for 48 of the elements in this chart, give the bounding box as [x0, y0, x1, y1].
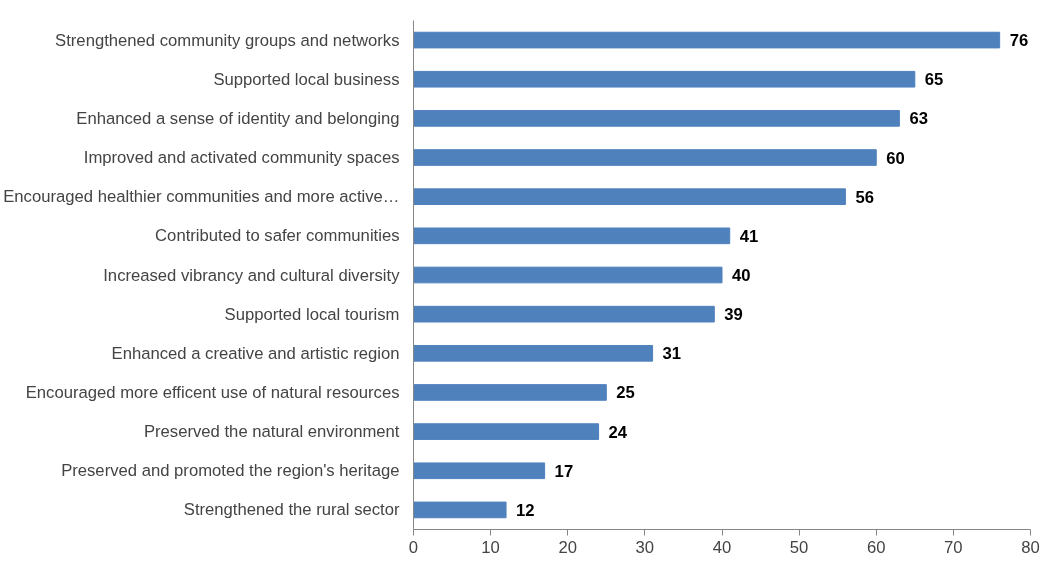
- bar: [413, 305, 715, 323]
- x-tick-label: 20: [558, 537, 578, 557]
- data-label: 63: [909, 109, 928, 129]
- x-tick-label: 60: [866, 537, 886, 557]
- x-tick-label: 50: [789, 537, 809, 557]
- x-tick-label: 10: [481, 537, 500, 557]
- y-tick-label: Supported local business: [213, 69, 400, 89]
- bar: [413, 462, 546, 480]
- bar: [413, 188, 846, 206]
- y-tick-label: Preserved and promoted the region's heritage: [61, 461, 400, 481]
- data-label: 65: [924, 70, 944, 90]
- x-tick-label: 30: [635, 537, 655, 557]
- y-tick-label: Increased vibrancy and cultural diversity: [103, 265, 401, 285]
- y-tick-label: Contributed to safer communities: [155, 226, 400, 246]
- data-label: 12: [516, 500, 535, 520]
- y-tick-label: Enhanced a sense of identity and belonging: [76, 108, 400, 128]
- x-tick-label: 0: [408, 537, 419, 557]
- y-tick-label: Supported local tourism: [224, 304, 400, 324]
- y-tick-label: Strengthened the rural sector: [183, 500, 400, 520]
- bar: [413, 344, 654, 362]
- y-tick-label: Strengthened community groups and networks: [55, 30, 400, 50]
- x-tick-label: 80: [1021, 537, 1040, 557]
- data-label: 40: [732, 266, 751, 285]
- y-tick-label: Encouraged healthier communities and more active…: [3, 187, 400, 207]
- bar: [413, 501, 507, 519]
- bar: [413, 423, 600, 440]
- bar: [413, 31, 1001, 49]
- y-tick-label: Encouraged more efficent use of natural resources: [25, 382, 400, 402]
- data-label: 41: [739, 226, 759, 246]
- data-label: 31: [662, 344, 682, 364]
- data-label: 60: [886, 148, 905, 168]
- x-tick-label: 40: [712, 537, 732, 557]
- y-tick-label: Improved and activated community spaces: [83, 148, 400, 168]
- data-label: 24: [608, 422, 628, 442]
- x-tick-label: 70: [944, 537, 963, 557]
- bar: [413, 266, 723, 284]
- data-label: 17: [554, 461, 574, 481]
- y-tick-label: Enhanced a creative and artistic region: [111, 343, 400, 363]
- data-label: 39: [724, 305, 743, 325]
- bar: [413, 110, 900, 127]
- data-label: 56: [855, 187, 874, 207]
- bar: [413, 384, 607, 401]
- y-tick-label: Preserved the natural environment: [143, 422, 400, 442]
- bar: [413, 70, 916, 88]
- bar: [413, 149, 877, 166]
- data-label: 76: [1009, 31, 1029, 51]
- data-label: 25: [616, 383, 635, 403]
- bar: [413, 227, 731, 245]
